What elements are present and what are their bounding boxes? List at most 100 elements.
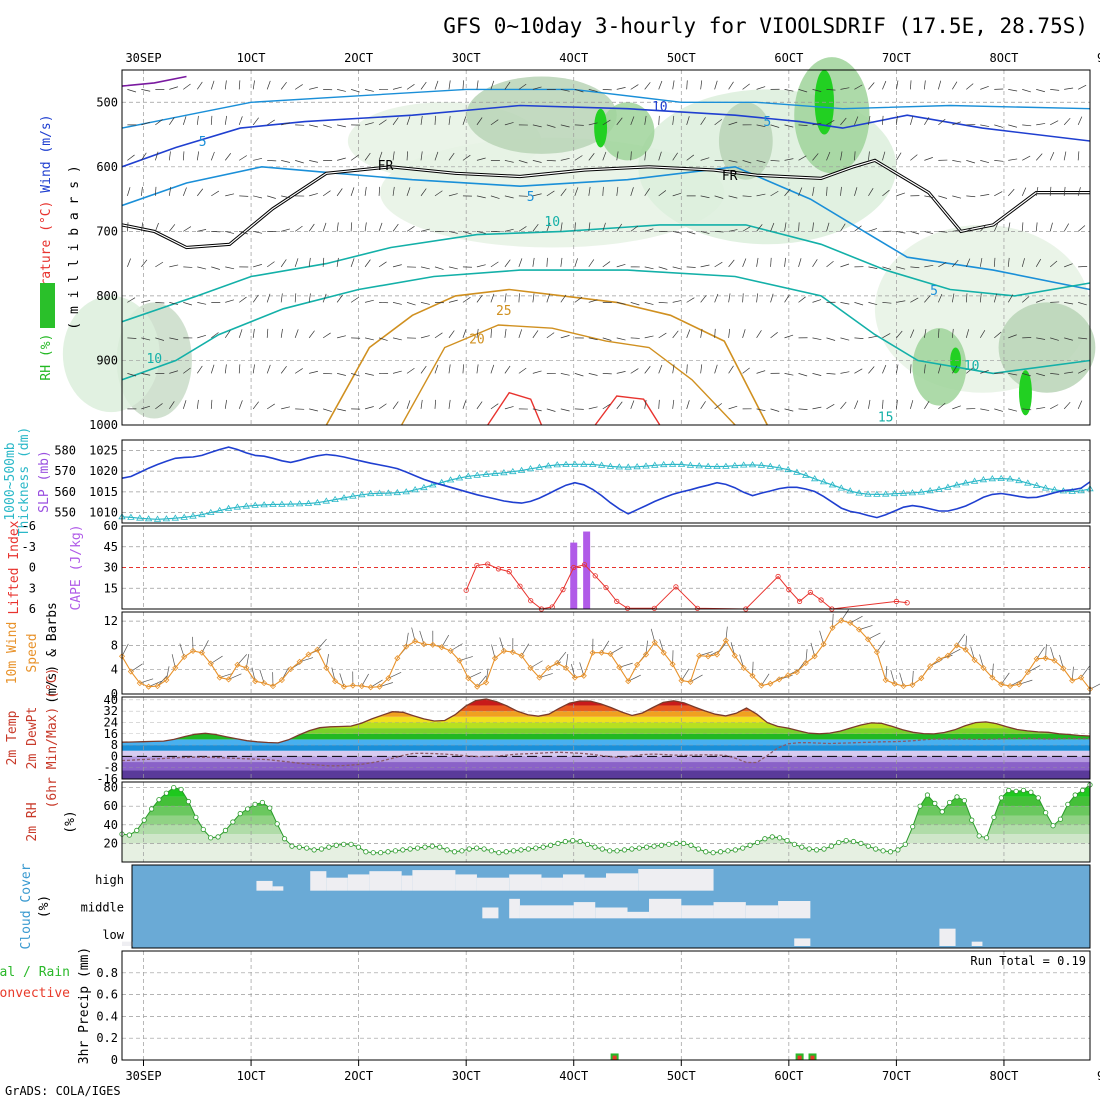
- wind-barb: [980, 224, 987, 232]
- cloud-high-bar: [638, 869, 714, 891]
- wind-barb: [281, 195, 291, 199]
- wind-barb: [686, 297, 695, 303]
- wind-barb: [169, 370, 179, 374]
- rh-point: [828, 843, 834, 849]
- wind-ylabel-line3: (m/s) & Barbs: [45, 602, 60, 704]
- rh-point: [710, 850, 716, 856]
- wind-barb: [947, 648, 961, 657]
- upper-air-pressure-label-part: ( m i l l i b a r s ): [67, 165, 82, 329]
- wind-barb: [644, 228, 654, 232]
- wind-barb: [798, 408, 808, 410]
- wind-barb: [867, 632, 881, 640]
- wind-speed-point: [420, 641, 427, 648]
- rh-point: [762, 836, 768, 842]
- top-x-tick-label: 4OCT: [559, 51, 588, 65]
- upper-air-ylabel-part: Wind (m/s): [39, 114, 54, 200]
- wind-barb: [588, 222, 591, 232]
- wind-barb: [253, 264, 262, 268]
- top-x-tick-label: 30SEP: [125, 51, 161, 65]
- wind-barb: [155, 403, 163, 410]
- wind-barb: [154, 186, 157, 196]
- bottom-x-tick-label: 6OCT: [774, 1069, 803, 1083]
- rh-point: [747, 842, 753, 848]
- wind-barb: [1063, 223, 1069, 232]
- run-total-label: Run Total = 0.19: [970, 954, 1086, 968]
- wind-speed-point: [465, 675, 472, 682]
- wind-barb: [141, 373, 151, 376]
- rh-point: [998, 795, 1004, 801]
- wind-barb: [182, 116, 187, 125]
- wind-barb: [980, 369, 989, 374]
- wind-barb: [602, 151, 607, 161]
- thickness-point: [713, 462, 721, 470]
- wind-barb: [237, 654, 248, 666]
- wind-barb: [211, 332, 219, 339]
- rh-point: [193, 814, 199, 820]
- li-point: [506, 569, 512, 575]
- thickness-point: [722, 462, 730, 469]
- upper-air-ylabel: RH (%) Temperature (°C) Wind (m/s): [39, 114, 54, 380]
- rh-point: [1020, 787, 1027, 793]
- rh-point: [880, 848, 886, 854]
- wind-barb: [658, 190, 667, 197]
- wind-barb: [812, 373, 822, 376]
- wind-barb: [336, 188, 343, 197]
- temperature-contour: [121, 224, 1091, 323]
- wind-barb: [756, 86, 766, 90]
- wind-barb: [225, 231, 235, 234]
- wind-barb: [812, 222, 814, 232]
- temperature-contour: [594, 395, 661, 426]
- slp-ylabel: SLP (mb): [37, 450, 52, 513]
- wind-barb: [910, 364, 912, 374]
- wind-barb: [406, 151, 409, 161]
- wind-barb: [476, 675, 487, 687]
- wind-barb: [876, 640, 886, 653]
- wind-barb: [532, 124, 542, 128]
- rh-point: [237, 811, 243, 817]
- rh-point: [385, 849, 391, 855]
- wind-barb: [1063, 151, 1067, 161]
- rh-point: [614, 848, 620, 854]
- cloud-high-bar: [256, 880, 273, 891]
- wind-barb: [700, 364, 703, 374]
- rh-point: [518, 847, 524, 853]
- thickness-ylabel-line2-part: Thickness (dm): [17, 427, 32, 537]
- wind-barb: [266, 364, 271, 374]
- wind-barb: [896, 80, 899, 90]
- thickness-point: [1032, 481, 1041, 489]
- wind-speed-point: [491, 655, 499, 662]
- wind-barb: [686, 364, 688, 374]
- contour-label: 5: [199, 135, 207, 150]
- wind-barb: [392, 302, 402, 305]
- wind-barb: [1049, 151, 1055, 161]
- cloud-high-bar: [476, 877, 510, 891]
- wind-speed-point: [314, 646, 321, 653]
- thickness-point: [517, 466, 526, 473]
- thickness-point: [207, 508, 215, 515]
- wind-barb: [294, 84, 303, 90]
- wind-barb: [504, 406, 514, 410]
- wind-barb: [121, 643, 129, 657]
- precip-ylabel-part: 3hr Precip (mm): [77, 947, 92, 1064]
- wind-barb: [294, 368, 303, 374]
- wind-barb: [127, 154, 135, 161]
- cloud-high-bar: [326, 877, 348, 891]
- wind-barb: [468, 671, 482, 679]
- rh-point: [887, 849, 894, 855]
- thickness-point: [784, 465, 792, 473]
- temp-ylabel-line2-part: 2m DewPt: [25, 707, 40, 770]
- top-x-tick-label: 9OCT: [1097, 51, 1100, 65]
- wind-speed-point: [243, 664, 250, 671]
- bottom-x-tick-label: 2OCT: [344, 1069, 373, 1083]
- rh-shading: [998, 302, 1096, 393]
- li-point: [474, 562, 480, 569]
- rh-point: [281, 836, 288, 842]
- contour-label: 5: [763, 115, 771, 130]
- thickness-point: [677, 460, 686, 467]
- thickness-ylabel-line2: Thickness (dm): [17, 427, 32, 537]
- wind-barb: [155, 337, 165, 341]
- wind-barb: [281, 228, 290, 232]
- wind-barb: [169, 117, 175, 126]
- wind-barb: [337, 335, 346, 339]
- rh-point: [717, 849, 724, 855]
